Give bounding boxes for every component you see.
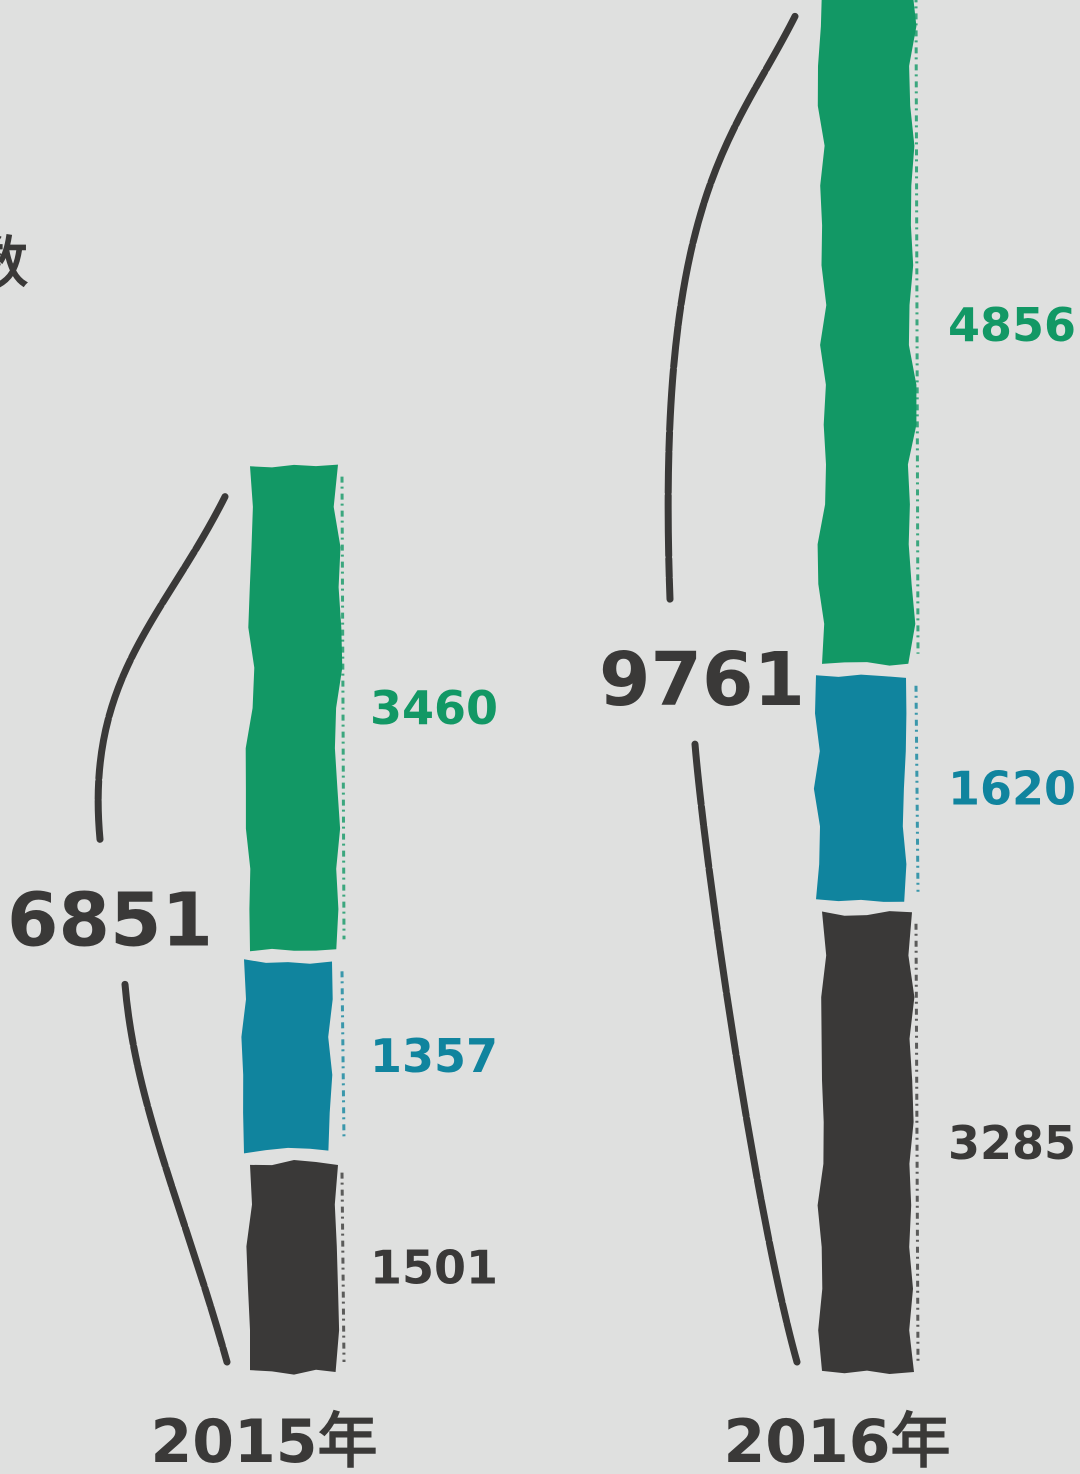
bar-2016年-series-1 [813, 674, 907, 902]
total-label-2016年: 9761 [599, 637, 805, 723]
bar-2016年-series-0 [817, 911, 915, 1374]
bar-texture-2016年-series-0 [914, 923, 920, 1363]
bar-2015年-series-1 [241, 959, 333, 1154]
total-brace-upper-2016年 [664, 12, 799, 603]
bar-texture-2015年-series-1 [340, 971, 346, 1141]
value-label-2016年-series-0: 3285 [948, 1116, 1076, 1170]
category-label-2016年: 2016年 [724, 1407, 951, 1474]
value-label-2015年-series-2: 3460 [370, 681, 498, 735]
total-brace-lower-2016年 [691, 740, 801, 1366]
value-label-2015年-series-1: 1357 [370, 1029, 498, 1083]
bar-texture-2016年-series-1 [914, 685, 920, 892]
bar-texture-2015年-series-0 [340, 1172, 346, 1363]
value-label-2016年-series-1: 1620 [948, 762, 1076, 816]
bar-2015年-series-2 [245, 464, 343, 952]
bars-layer [94, 0, 920, 1375]
value-label-2015年-series-0: 1501 [370, 1240, 498, 1294]
bar-2015年-series-0 [246, 1160, 340, 1375]
category-label-2015年: 2015年 [151, 1407, 378, 1474]
total-brace-lower-2015年 [121, 980, 231, 1366]
total-label-2015年: 6851 [7, 877, 213, 963]
value-label-2016年-series-2: 4856 [948, 298, 1076, 352]
labels-layer: 1501 1357 3460 6851 2015年 3285 1620 4856 9761 201… [7, 298, 1076, 1474]
bar-texture-2016年-series-2 [914, 0, 920, 654]
bar-texture-2015年-series-2 [340, 476, 346, 940]
total-brace-upper-2015年 [94, 493, 229, 843]
chart-title-fragment: 数 [0, 231, 28, 296]
bar-2016年-series-2 [817, 0, 917, 666]
